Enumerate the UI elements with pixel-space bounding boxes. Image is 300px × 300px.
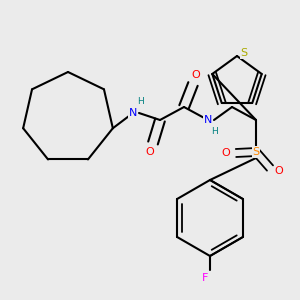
- Text: S: S: [240, 48, 247, 58]
- Text: S: S: [252, 147, 260, 157]
- Text: H: H: [212, 127, 218, 136]
- Text: F: F: [202, 273, 208, 283]
- Text: N: N: [129, 108, 137, 118]
- Text: O: O: [146, 147, 154, 157]
- Text: O: O: [222, 148, 230, 158]
- Text: O: O: [274, 166, 284, 176]
- Text: O: O: [192, 70, 200, 80]
- Text: H: H: [136, 98, 143, 106]
- Text: N: N: [204, 115, 212, 125]
